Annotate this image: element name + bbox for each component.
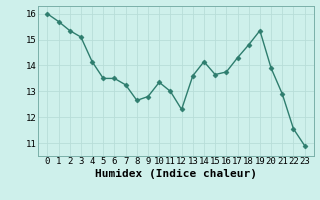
X-axis label: Humidex (Indice chaleur): Humidex (Indice chaleur) bbox=[95, 169, 257, 179]
